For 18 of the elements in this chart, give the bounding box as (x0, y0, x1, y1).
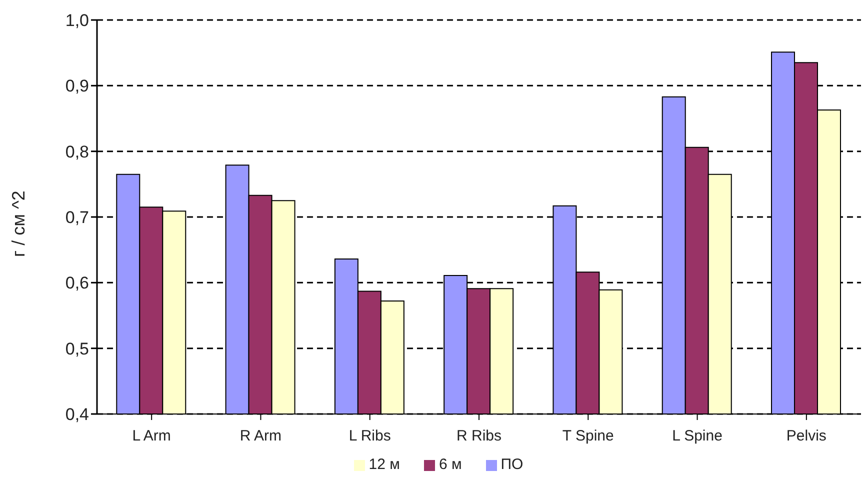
legend-label: ПО (500, 456, 524, 473)
y-tick-label: 0,7 (65, 208, 89, 228)
x-tick-label: R Arm (240, 428, 282, 445)
y-tick-label: 0,6 (65, 274, 89, 293)
x-tick-label: R Ribs (456, 428, 502, 445)
x-tick-label: Pelvis (786, 428, 826, 445)
x-tick-label: L Ribs (348, 428, 391, 445)
y-tick-label: 0,8 (65, 142, 89, 162)
y-tick-label: 0,9 (65, 76, 89, 96)
x-tick-label: L Spine (672, 428, 722, 445)
x-tick-label: T Spine (562, 428, 614, 445)
y-tick-label: 1,0 (65, 11, 89, 30)
y-tick-label: 0,5 (65, 339, 89, 358)
legend-label: 6 м (438, 456, 462, 473)
x-tick-label: L Arm (132, 428, 171, 445)
y-tick-label: 0,4 (65, 405, 89, 424)
y-axis-title: г / см ^2 (8, 190, 28, 257)
legend-label: 12 м (368, 456, 400, 473)
